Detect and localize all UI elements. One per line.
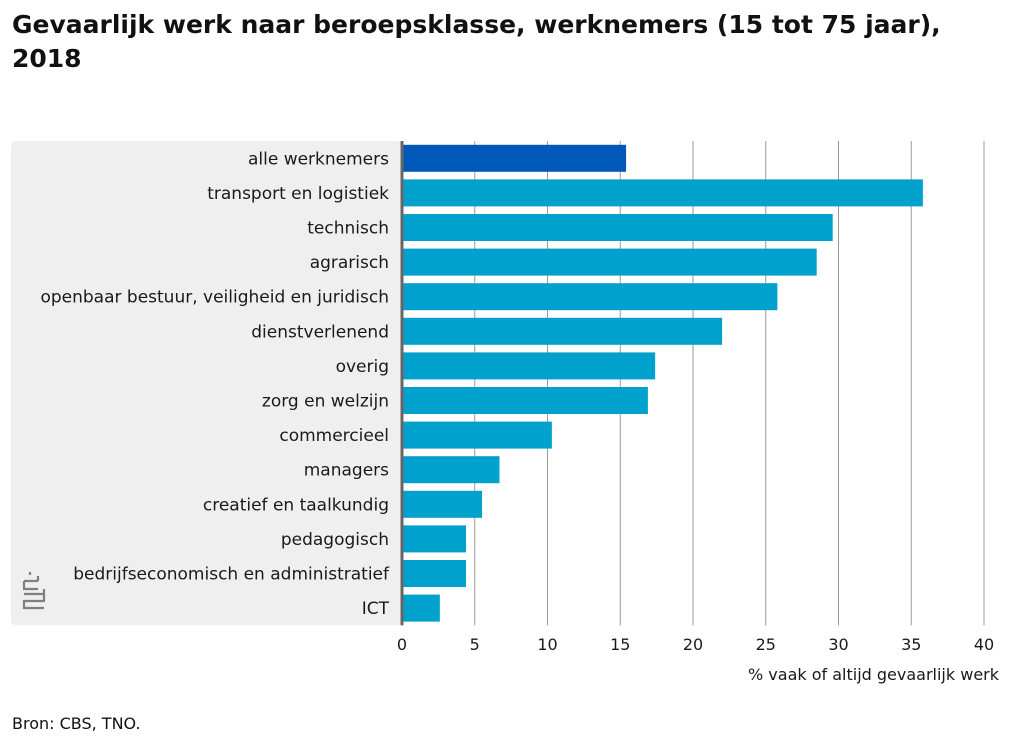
x-tick-label: 35 [901, 635, 921, 654]
cbs-logo-icon [22, 572, 46, 610]
category-label: dienstverlenend [251, 322, 389, 342]
source-note: Bron: CBS, TNO. [12, 714, 141, 733]
category-label: pedagogisch [281, 530, 389, 550]
category-label: bedrijfseconomisch en administratief [73, 565, 390, 585]
bar [402, 490, 483, 518]
category-label: creatief en taalkundig [203, 495, 389, 515]
category-label: overig [336, 357, 389, 377]
bar [402, 179, 923, 207]
x-tick-label: 10 [537, 635, 557, 654]
chart-title: Gevaarlijk werk naar beroepsklasse, werk… [12, 10, 941, 73]
x-tick-label: 40 [974, 635, 994, 654]
category-label: alle werknemers [248, 149, 389, 169]
category-label: zorg en welzijn [262, 392, 389, 412]
bar [402, 560, 467, 587]
bar [402, 594, 440, 622]
category-label: transport en logistiek [207, 184, 389, 204]
bar [402, 525, 467, 553]
x-tick-label: 5 [470, 635, 480, 654]
category-label: commercieel [279, 426, 389, 446]
x-axis-title: % vaak of altijd gevaarlijk werk [748, 665, 1000, 684]
category-label: technisch [307, 219, 389, 239]
bar [402, 387, 648, 414]
label-panel [11, 141, 402, 626]
bar [402, 456, 500, 484]
bar [402, 144, 627, 172]
x-tick-label: 0 [397, 635, 407, 654]
bar [402, 352, 656, 380]
bar [402, 214, 833, 241]
x-tick-label: 15 [610, 635, 630, 654]
bar [402, 248, 817, 276]
x-tick-label: 20 [683, 635, 703, 654]
category-label: agrarisch [310, 253, 389, 273]
category-label: openbaar bestuur, veiligheid en juridisc… [40, 288, 389, 308]
bar [402, 421, 552, 449]
x-tick-label: 25 [756, 635, 776, 654]
bar [402, 283, 778, 311]
category-label: ICT [362, 599, 390, 619]
bar [402, 317, 723, 345]
category-label: managers [304, 461, 389, 481]
x-tick-label: 30 [828, 635, 848, 654]
